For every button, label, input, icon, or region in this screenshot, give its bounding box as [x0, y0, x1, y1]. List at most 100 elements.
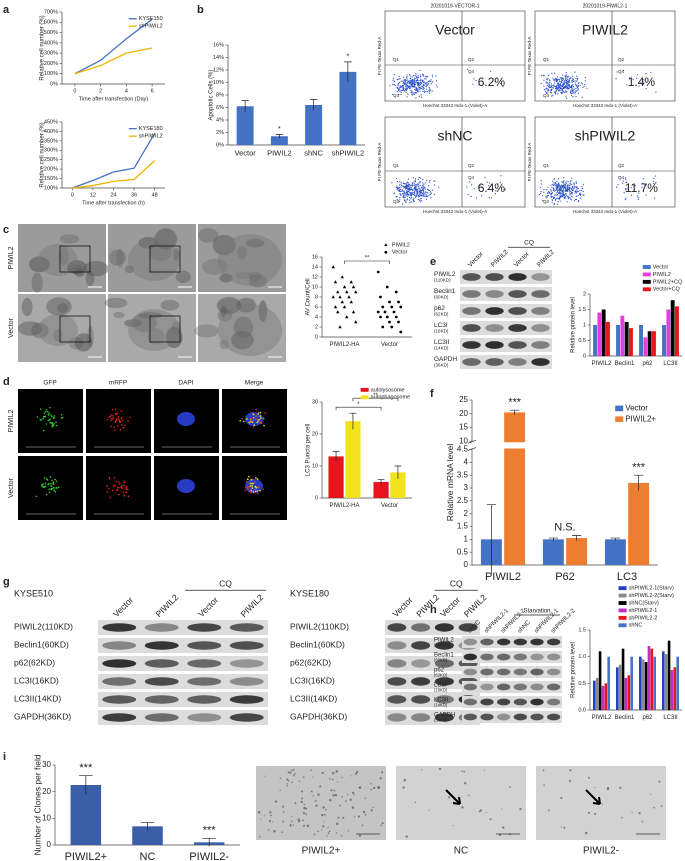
event-dot: [477, 185, 480, 187]
blot-band: [508, 324, 527, 332]
blot-band: [144, 641, 179, 650]
event-dot: [434, 180, 436, 182]
protein-size: (62KD): [434, 312, 449, 317]
puncta: [45, 423, 48, 425]
colony-speck: [327, 826, 329, 829]
y-tick-label: 700%: [44, 9, 58, 15]
event-dot: [638, 85, 640, 87]
puncta: [50, 485, 53, 487]
event-dot: [637, 198, 640, 200]
y-tick-label: 2: [315, 324, 318, 330]
event-dot: [410, 81, 412, 83]
bar: [542, 539, 564, 565]
event-dot: [423, 183, 425, 185]
data-point: [338, 325, 342, 329]
bar: [639, 325, 643, 356]
event-dot: [571, 86, 573, 88]
event-dot: [566, 77, 568, 79]
puncta: [60, 413, 63, 416]
data-point: [349, 280, 353, 284]
event-dot: [396, 198, 398, 200]
event-dot: [561, 87, 563, 90]
organelle: [235, 272, 255, 280]
colony-speck: [321, 771, 324, 775]
colony-image: [256, 766, 386, 840]
protein-name: p62: [434, 305, 445, 312]
event-dot: [553, 85, 555, 87]
event-dot: [554, 182, 556, 184]
data-point: [379, 315, 382, 319]
event-dot: [400, 194, 402, 196]
blot-title: KYSE510: [14, 588, 53, 598]
event-dot: [571, 78, 574, 80]
blot-band: [229, 713, 264, 722]
puncta: [251, 412, 254, 415]
event-dot: [488, 185, 490, 187]
event-dot: [573, 89, 575, 91]
event-dot: [564, 184, 567, 186]
colony-speck: [354, 816, 356, 818]
error-bar: [140, 821, 155, 831]
event-dot: [433, 184, 436, 186]
colony-speck: [282, 805, 285, 808]
event-dot: [552, 180, 554, 182]
bar: [373, 482, 389, 498]
event-dot: [409, 199, 411, 201]
blot-band: [513, 668, 527, 676]
event-dot: [421, 85, 423, 87]
puncta: [35, 495, 38, 498]
event-dot: [579, 192, 581, 194]
blot-band: [387, 623, 407, 632]
protein-size: (36KD): [434, 363, 449, 368]
event-dot: [550, 86, 552, 89]
event-dot: [396, 79, 398, 81]
blot-band: [480, 638, 494, 646]
puncta: [120, 486, 122, 489]
event-dot: [410, 187, 412, 189]
event-dot: [414, 188, 416, 190]
puncta: [108, 476, 111, 479]
event-dot: [404, 80, 407, 82]
y-tick-label: 100%: [44, 185, 58, 191]
sample-name: shNC: [437, 128, 472, 144]
event-dot: [572, 189, 574, 191]
bar: [621, 648, 625, 710]
event-dot: [570, 190, 572, 192]
colony-speck: [563, 826, 566, 829]
event-dot: [407, 186, 409, 188]
legend-label: shPIWIL2-1(Starv): [629, 586, 674, 592]
protein-size: (110KD): [434, 278, 451, 283]
event-dot: [422, 85, 425, 87]
event-dot: [571, 187, 573, 190]
puncta: [108, 416, 111, 418]
event-dot: [579, 189, 581, 192]
event-dot: [644, 184, 646, 186]
event-dot: [543, 89, 546, 91]
event-dot: [414, 180, 417, 183]
puncta: [259, 489, 261, 492]
event-dot: [643, 81, 645, 83]
event-dot: [561, 181, 563, 183]
puncta: [50, 414, 52, 416]
event-dot: [420, 86, 422, 89]
colony-speck: [364, 797, 367, 800]
event-dot: [411, 78, 413, 80]
event-dot: [412, 193, 414, 195]
y-tick-label: 30: [42, 760, 51, 769]
puncta: [257, 411, 260, 413]
event-dot: [484, 176, 486, 178]
y-tick-label: 2.5: [457, 496, 469, 505]
nucleus: [128, 239, 180, 281]
organelle: [85, 270, 95, 287]
event-dot: [540, 82, 542, 85]
colony-speck: [269, 811, 272, 814]
event-dot: [556, 76, 559, 78]
colony-speck: [346, 794, 349, 796]
event-dot: [560, 200, 562, 202]
puncta: [51, 421, 54, 424]
blot-band: [463, 713, 478, 721]
blot-strip: [460, 355, 552, 369]
data-point: [331, 295, 335, 299]
puncta: [252, 420, 255, 423]
